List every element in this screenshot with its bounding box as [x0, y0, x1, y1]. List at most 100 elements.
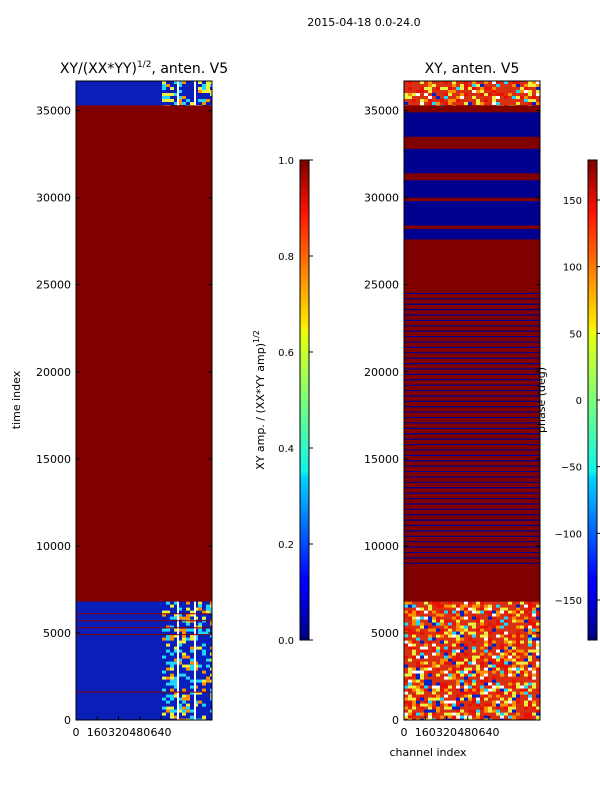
- speckle: [166, 610, 170, 614]
- speckle: [476, 99, 480, 102]
- speckle: [424, 649, 428, 653]
- speckle: [444, 655, 448, 659]
- speckle: [166, 682, 170, 686]
- speckle: [500, 625, 504, 629]
- speckle: [408, 604, 412, 608]
- speckle: [162, 637, 166, 641]
- speckle: [448, 631, 452, 635]
- speckle: [174, 625, 178, 629]
- speckle: [452, 676, 456, 680]
- colorbar-tick-label: 100: [563, 263, 582, 274]
- speckle: [174, 658, 178, 662]
- speckle: [468, 673, 472, 677]
- speckle: [464, 667, 468, 671]
- speckle: [198, 87, 202, 90]
- speckle: [496, 93, 500, 96]
- speckle: [404, 613, 408, 617]
- speckle: [528, 604, 532, 608]
- speckle: [536, 709, 540, 713]
- speckle: [512, 673, 516, 677]
- speckle: [532, 607, 536, 611]
- speckle: [456, 652, 460, 656]
- speckle: [166, 628, 170, 632]
- colorbar-1-label-sup: 1/2: [252, 330, 261, 343]
- speckle: [516, 652, 520, 656]
- speckle: [456, 96, 460, 99]
- speckle: [210, 697, 212, 701]
- speckle: [202, 682, 206, 686]
- speckle: [206, 90, 210, 93]
- speckle: [428, 700, 432, 704]
- speckle: [448, 604, 452, 608]
- speckle: [432, 628, 436, 632]
- speckle: [162, 87, 166, 90]
- speckle: [206, 93, 210, 96]
- speckle: [416, 703, 420, 707]
- speckle: [404, 102, 408, 105]
- speckle: [206, 655, 210, 659]
- speckle: [496, 81, 500, 84]
- speckle: [476, 670, 480, 674]
- speckle: [532, 676, 536, 680]
- speckle: [536, 81, 540, 84]
- speckle: [520, 640, 524, 644]
- speckle: [424, 718, 428, 720]
- speckle: [436, 102, 440, 105]
- speckle: [416, 622, 420, 626]
- speckle: [166, 102, 170, 105]
- speckle: [412, 610, 416, 614]
- speckle: [512, 706, 516, 710]
- speckle: [480, 697, 484, 701]
- speckle: [532, 628, 536, 632]
- speckle: [202, 102, 206, 105]
- speckle: [456, 640, 460, 644]
- speckle: [412, 604, 416, 608]
- speckle: [202, 649, 206, 653]
- speckle: [536, 604, 540, 608]
- speckle: [484, 694, 488, 698]
- speckle: [464, 685, 468, 689]
- speckle: [206, 664, 210, 668]
- speckle: [532, 102, 536, 105]
- speckle: [416, 90, 420, 93]
- speckle: [436, 652, 440, 656]
- speckle: [170, 93, 174, 96]
- speckle: [420, 625, 424, 629]
- speckle: [516, 625, 520, 629]
- speckle: [170, 661, 174, 665]
- speckle: [420, 712, 424, 716]
- speckle: [202, 667, 206, 671]
- speckle: [416, 676, 420, 680]
- speckle: [178, 640, 182, 644]
- speckle: [432, 84, 436, 87]
- speckle: [488, 694, 492, 698]
- speckle: [190, 658, 194, 662]
- colorbar-tick-label: 0.6: [278, 348, 294, 359]
- speckle: [436, 631, 440, 635]
- speckle: [202, 655, 206, 659]
- speckle: [210, 658, 212, 662]
- speckle: [460, 628, 464, 632]
- speckle: [472, 616, 476, 620]
- speckle: [432, 643, 436, 647]
- speckle: [528, 637, 532, 641]
- speckle: [178, 628, 182, 632]
- speckle: [536, 93, 540, 96]
- speckle: [476, 688, 480, 692]
- speckle: [528, 625, 532, 629]
- panel-1-ylabel: time index: [10, 370, 23, 429]
- speckle: [210, 604, 212, 608]
- speckle: [456, 670, 460, 674]
- speckle: [492, 96, 496, 99]
- y-tick-label: 35000: [36, 105, 71, 118]
- speckle: [420, 661, 424, 665]
- speckle: [186, 709, 190, 713]
- speckle: [170, 613, 174, 617]
- speckle: [428, 709, 432, 713]
- speckle: [428, 673, 432, 677]
- speckle: [480, 652, 484, 656]
- speckle: [492, 87, 496, 90]
- speckle: [210, 634, 212, 638]
- speckle: [424, 93, 428, 96]
- speckle: [520, 634, 524, 638]
